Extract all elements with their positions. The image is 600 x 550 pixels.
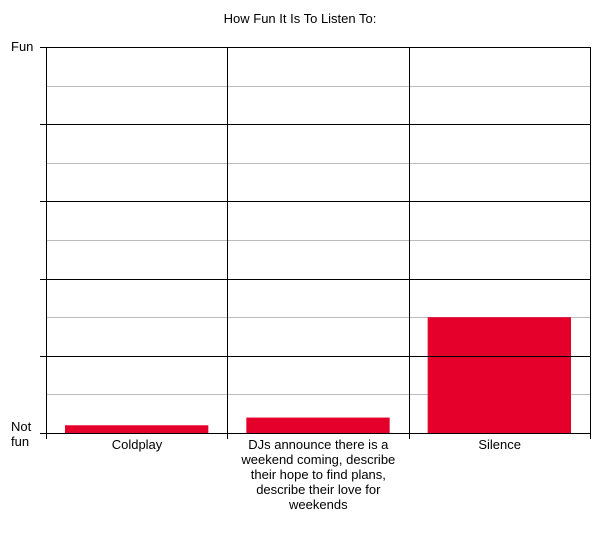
bar-1 xyxy=(246,417,390,433)
y-top-label: Fun xyxy=(11,39,34,54)
y-bottom-label: Not fun xyxy=(11,419,32,449)
bar-2 xyxy=(427,317,571,433)
chart-title: How Fun It Is To Listen To: xyxy=(223,11,377,26)
x-tick-label: DJs announce there is a weekend coming, … xyxy=(241,437,396,512)
x-tick-label: Coldplay xyxy=(111,437,163,452)
bar-0 xyxy=(65,425,209,433)
x-tick-label: Silence xyxy=(478,437,521,452)
